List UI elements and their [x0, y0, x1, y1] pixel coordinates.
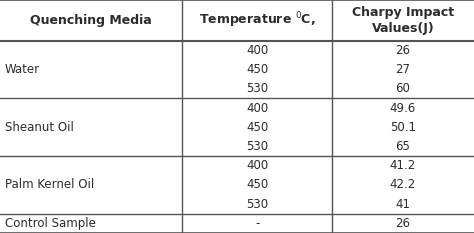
- Text: -: -: [255, 217, 259, 230]
- Text: Quenching Media: Quenching Media: [30, 14, 152, 27]
- Text: 400: 400: [246, 102, 268, 115]
- Text: Charpy Impact
Values(J): Charpy Impact Values(J): [352, 6, 454, 35]
- Text: 400: 400: [246, 159, 268, 172]
- Text: 50.1: 50.1: [390, 121, 416, 134]
- Text: Sheanut Oil: Sheanut Oil: [5, 121, 73, 134]
- Text: 42.2: 42.2: [390, 178, 416, 192]
- Text: 41: 41: [395, 198, 410, 211]
- Text: Water: Water: [5, 63, 40, 76]
- Text: 26: 26: [395, 217, 410, 230]
- Text: 450: 450: [246, 178, 268, 192]
- Text: 530: 530: [246, 198, 268, 211]
- Text: 65: 65: [395, 140, 410, 153]
- Text: 27: 27: [395, 63, 410, 76]
- Text: 450: 450: [246, 121, 268, 134]
- Text: 26: 26: [395, 44, 410, 57]
- Text: Temperature $^0$C,: Temperature $^0$C,: [199, 10, 316, 30]
- Text: 530: 530: [246, 140, 268, 153]
- Text: 530: 530: [246, 82, 268, 95]
- Text: Palm Kernel Oil: Palm Kernel Oil: [5, 178, 94, 192]
- Text: 450: 450: [246, 63, 268, 76]
- Text: 41.2: 41.2: [390, 159, 416, 172]
- Text: 400: 400: [246, 44, 268, 57]
- Text: 49.6: 49.6: [390, 102, 416, 115]
- Text: 60: 60: [395, 82, 410, 95]
- Text: Control Sample: Control Sample: [5, 217, 96, 230]
